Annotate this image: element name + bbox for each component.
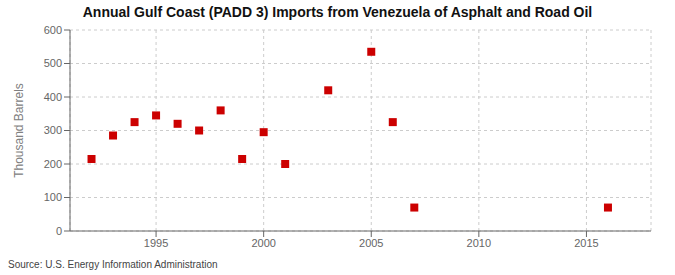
svg-text:400: 400 [44, 91, 62, 103]
svg-text:1995: 1995 [144, 237, 168, 249]
html-text:Source: U.S. Energy Informatio: Source: U.S. Energy Information Administ… [8, 259, 218, 270]
html-text:Annual Gulf Coast (PADD 3) Imp: Annual Gulf Coast (PADD 3) Imports from … [82, 4, 593, 20]
svg-text:600: 600 [44, 24, 62, 36]
svg-text:Thousand Barrels: Thousand Barrels [12, 83, 26, 178]
svg-text:2015: 2015 [574, 237, 598, 249]
svg-text:300: 300 [44, 124, 62, 136]
svg-text:2010: 2010 [467, 237, 491, 249]
svg-text:2000: 2000 [251, 237, 275, 249]
svg-text:500: 500 [44, 57, 62, 69]
svg-text:0: 0 [56, 225, 62, 237]
svg-text:100: 100 [44, 191, 62, 203]
svg-text:200: 200 [44, 158, 62, 170]
svg-text:2005: 2005 [359, 237, 383, 249]
